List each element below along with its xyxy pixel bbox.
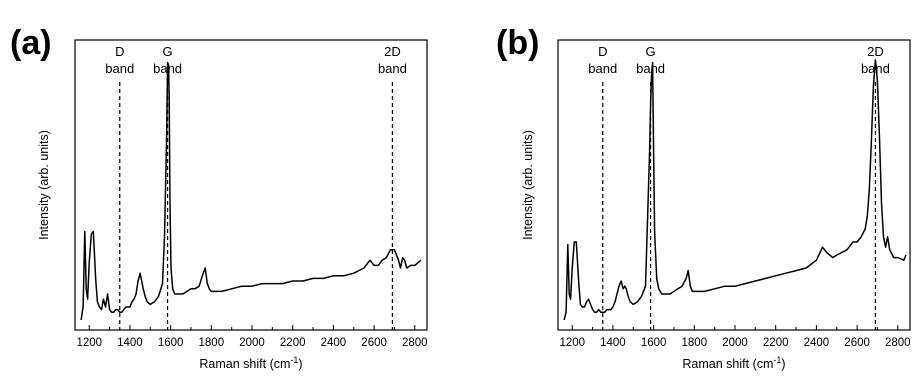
band-label: band (588, 61, 617, 76)
band-label: band (636, 61, 665, 76)
band-label: 2D (384, 44, 401, 59)
x-axis-title: Raman shift (cm-1) (199, 355, 302, 371)
spectrum-line (80, 61, 422, 321)
chart-panel-2: (b) 1200 1400 1600 1800 2000 2200 2400 2600 2800 R… (496, 24, 911, 371)
x-tick-label: 2800 (402, 337, 428, 349)
band-label: D (115, 44, 124, 59)
plot-frame (557, 39, 911, 331)
x-tick-label: 1200 (76, 337, 102, 349)
band-label: G (646, 44, 656, 59)
band-label: band (105, 61, 134, 76)
y-axis-title: Intensity (arb. units) (37, 130, 51, 240)
x-tick-label: 2600 (844, 337, 870, 349)
x-tick-label: 2600 (361, 337, 387, 349)
x-tick-label: 2800 (885, 337, 911, 349)
band-label: D (598, 44, 607, 59)
x-tick-label: 1200 (559, 337, 585, 349)
spectrum-line (563, 59, 907, 321)
x-tick-label: 2000 (722, 337, 748, 349)
x-tick-label: 2200 (280, 337, 306, 349)
x-tick-label: 1800 (199, 337, 225, 349)
chart-panel-1: (a) 1200 1400 1600 1800 2000 2200 2400 2600 2800 R… (10, 24, 428, 371)
x-tick-label: 2200 (763, 337, 789, 349)
x-tick-label: 2400 (804, 337, 830, 349)
x-axis-title: Raman shift (cm-1) (682, 355, 785, 371)
x-tick-label: 2000 (239, 337, 265, 349)
x-tick-label: 2400 (321, 337, 347, 349)
y-axis-title: Intensity (arb. units) (521, 130, 535, 240)
x-tick-label: 1400 (117, 337, 143, 349)
plot-frame (74, 39, 428, 331)
band-label: G (163, 44, 173, 59)
band-label: band (378, 61, 407, 76)
x-tick-label: 1800 (682, 337, 708, 349)
x-tick-label: 1600 (641, 337, 667, 349)
band-label: 2D (867, 44, 884, 59)
x-tick-label: 1600 (158, 337, 184, 349)
panel-label: (a) (10, 24, 52, 62)
x-tick-label: 1400 (600, 337, 626, 349)
panel-label: (b) (496, 24, 539, 62)
